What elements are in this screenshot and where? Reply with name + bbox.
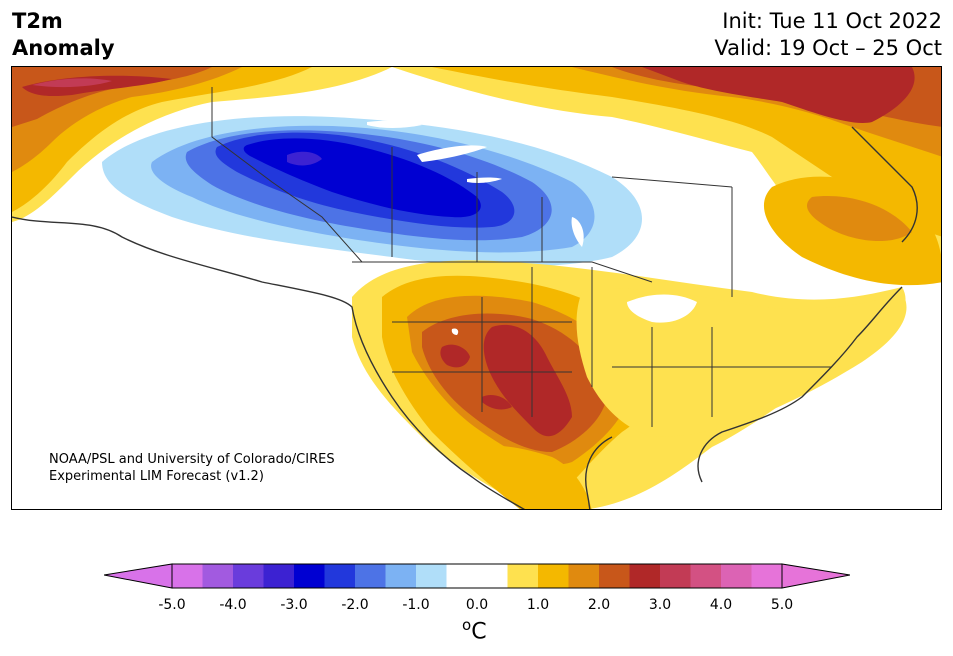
colorbar-bin — [416, 564, 447, 588]
colorbar-bin — [446, 564, 478, 588]
colorbar-tick-label: 3.0 — [648, 597, 672, 613]
colorbar-tick-label: -3.0 — [280, 597, 308, 613]
credit-line-2: Experimental LIM Forecast (v1.2) — [49, 469, 264, 484]
title-line-1: T2m — [12, 9, 63, 33]
unit-letter: C — [471, 619, 487, 645]
colorbar-bin — [202, 564, 234, 588]
colorbar-bin — [690, 564, 722, 588]
colorbar-outline — [171, 563, 783, 589]
warm-anomaly-us-east — [576, 288, 907, 437]
colorbar-tick-label: -4.0 — [219, 597, 247, 613]
warm-anomaly-mexico — [452, 445, 592, 509]
colorbar-bin — [629, 564, 661, 588]
colorbar-ticks: -5.0 -4.0 -3.0 -2.0 -1.0 0.0 1.0 2.0 3.0 4.0 5.0 — [104, 597, 850, 617]
cold-anomaly-canada — [102, 116, 642, 267]
map-credit: NOAA/PSL and University of Colorado/CIRE… — [49, 451, 335, 485]
map-canvas — [12, 67, 941, 509]
colorbar-bin — [385, 564, 417, 588]
valid-range: Valid: 19 Oct – 25 Oct — [714, 36, 942, 60]
colorbar-tick-label: 4.0 — [709, 597, 733, 613]
anomaly-map: NOAA/PSL and University of Colorado/CIRE… — [11, 66, 942, 510]
unit-degree: o — [462, 616, 472, 634]
coastlines — [12, 126, 918, 509]
colorbar-bin — [233, 564, 264, 588]
colorbar-bin — [263, 564, 295, 588]
colorbar-extend-high — [781, 563, 850, 589]
colorbar-bin — [538, 564, 569, 588]
colorbar-bin — [172, 564, 203, 588]
warm-anomaly-northwest — [12, 67, 392, 222]
colorbar-tick-label: 5.0 — [770, 597, 794, 613]
colorbar-bin — [324, 564, 356, 588]
colorbar-bin — [751, 564, 783, 588]
colorbar-bin — [721, 564, 752, 588]
title-line-2: Anomaly — [12, 36, 115, 60]
colorbar-bin — [660, 564, 691, 588]
colorbar-bin — [599, 564, 630, 588]
warm-anomaly-northeast — [392, 67, 941, 286]
colorbar-tick-label: -5.0 — [158, 597, 186, 613]
credit-line-1: NOAA/PSL and University of Colorado/CIRE… — [49, 452, 335, 467]
colorbar-bin — [568, 564, 600, 588]
colorbar-bin — [294, 564, 325, 588]
forecast-dates: Init: Tue 11 Oct 2022 Valid: 19 Oct – 25… — [714, 8, 942, 62]
init-date: Init: Tue 11 Oct 2022 — [722, 9, 942, 33]
colorbar — [104, 563, 850, 589]
colorbar-extend-low — [104, 563, 173, 589]
political-borders — [211, 87, 832, 427]
colorbar-tick-label: -1.0 — [402, 597, 430, 613]
colorbar-tick-label: 1.0 — [526, 597, 550, 613]
colorbar-tick-label: 2.0 — [587, 597, 611, 613]
colorbar-tick-label: -2.0 — [341, 597, 369, 613]
colorbar-bin — [355, 564, 386, 588]
colorbar-unit: oC — [462, 616, 487, 644]
colorbar-bin — [507, 564, 539, 588]
colorbar-tick-label: 0.0 — [465, 597, 489, 613]
colorbar-bin — [477, 564, 508, 588]
map-title: T2m Anomaly — [12, 8, 115, 62]
